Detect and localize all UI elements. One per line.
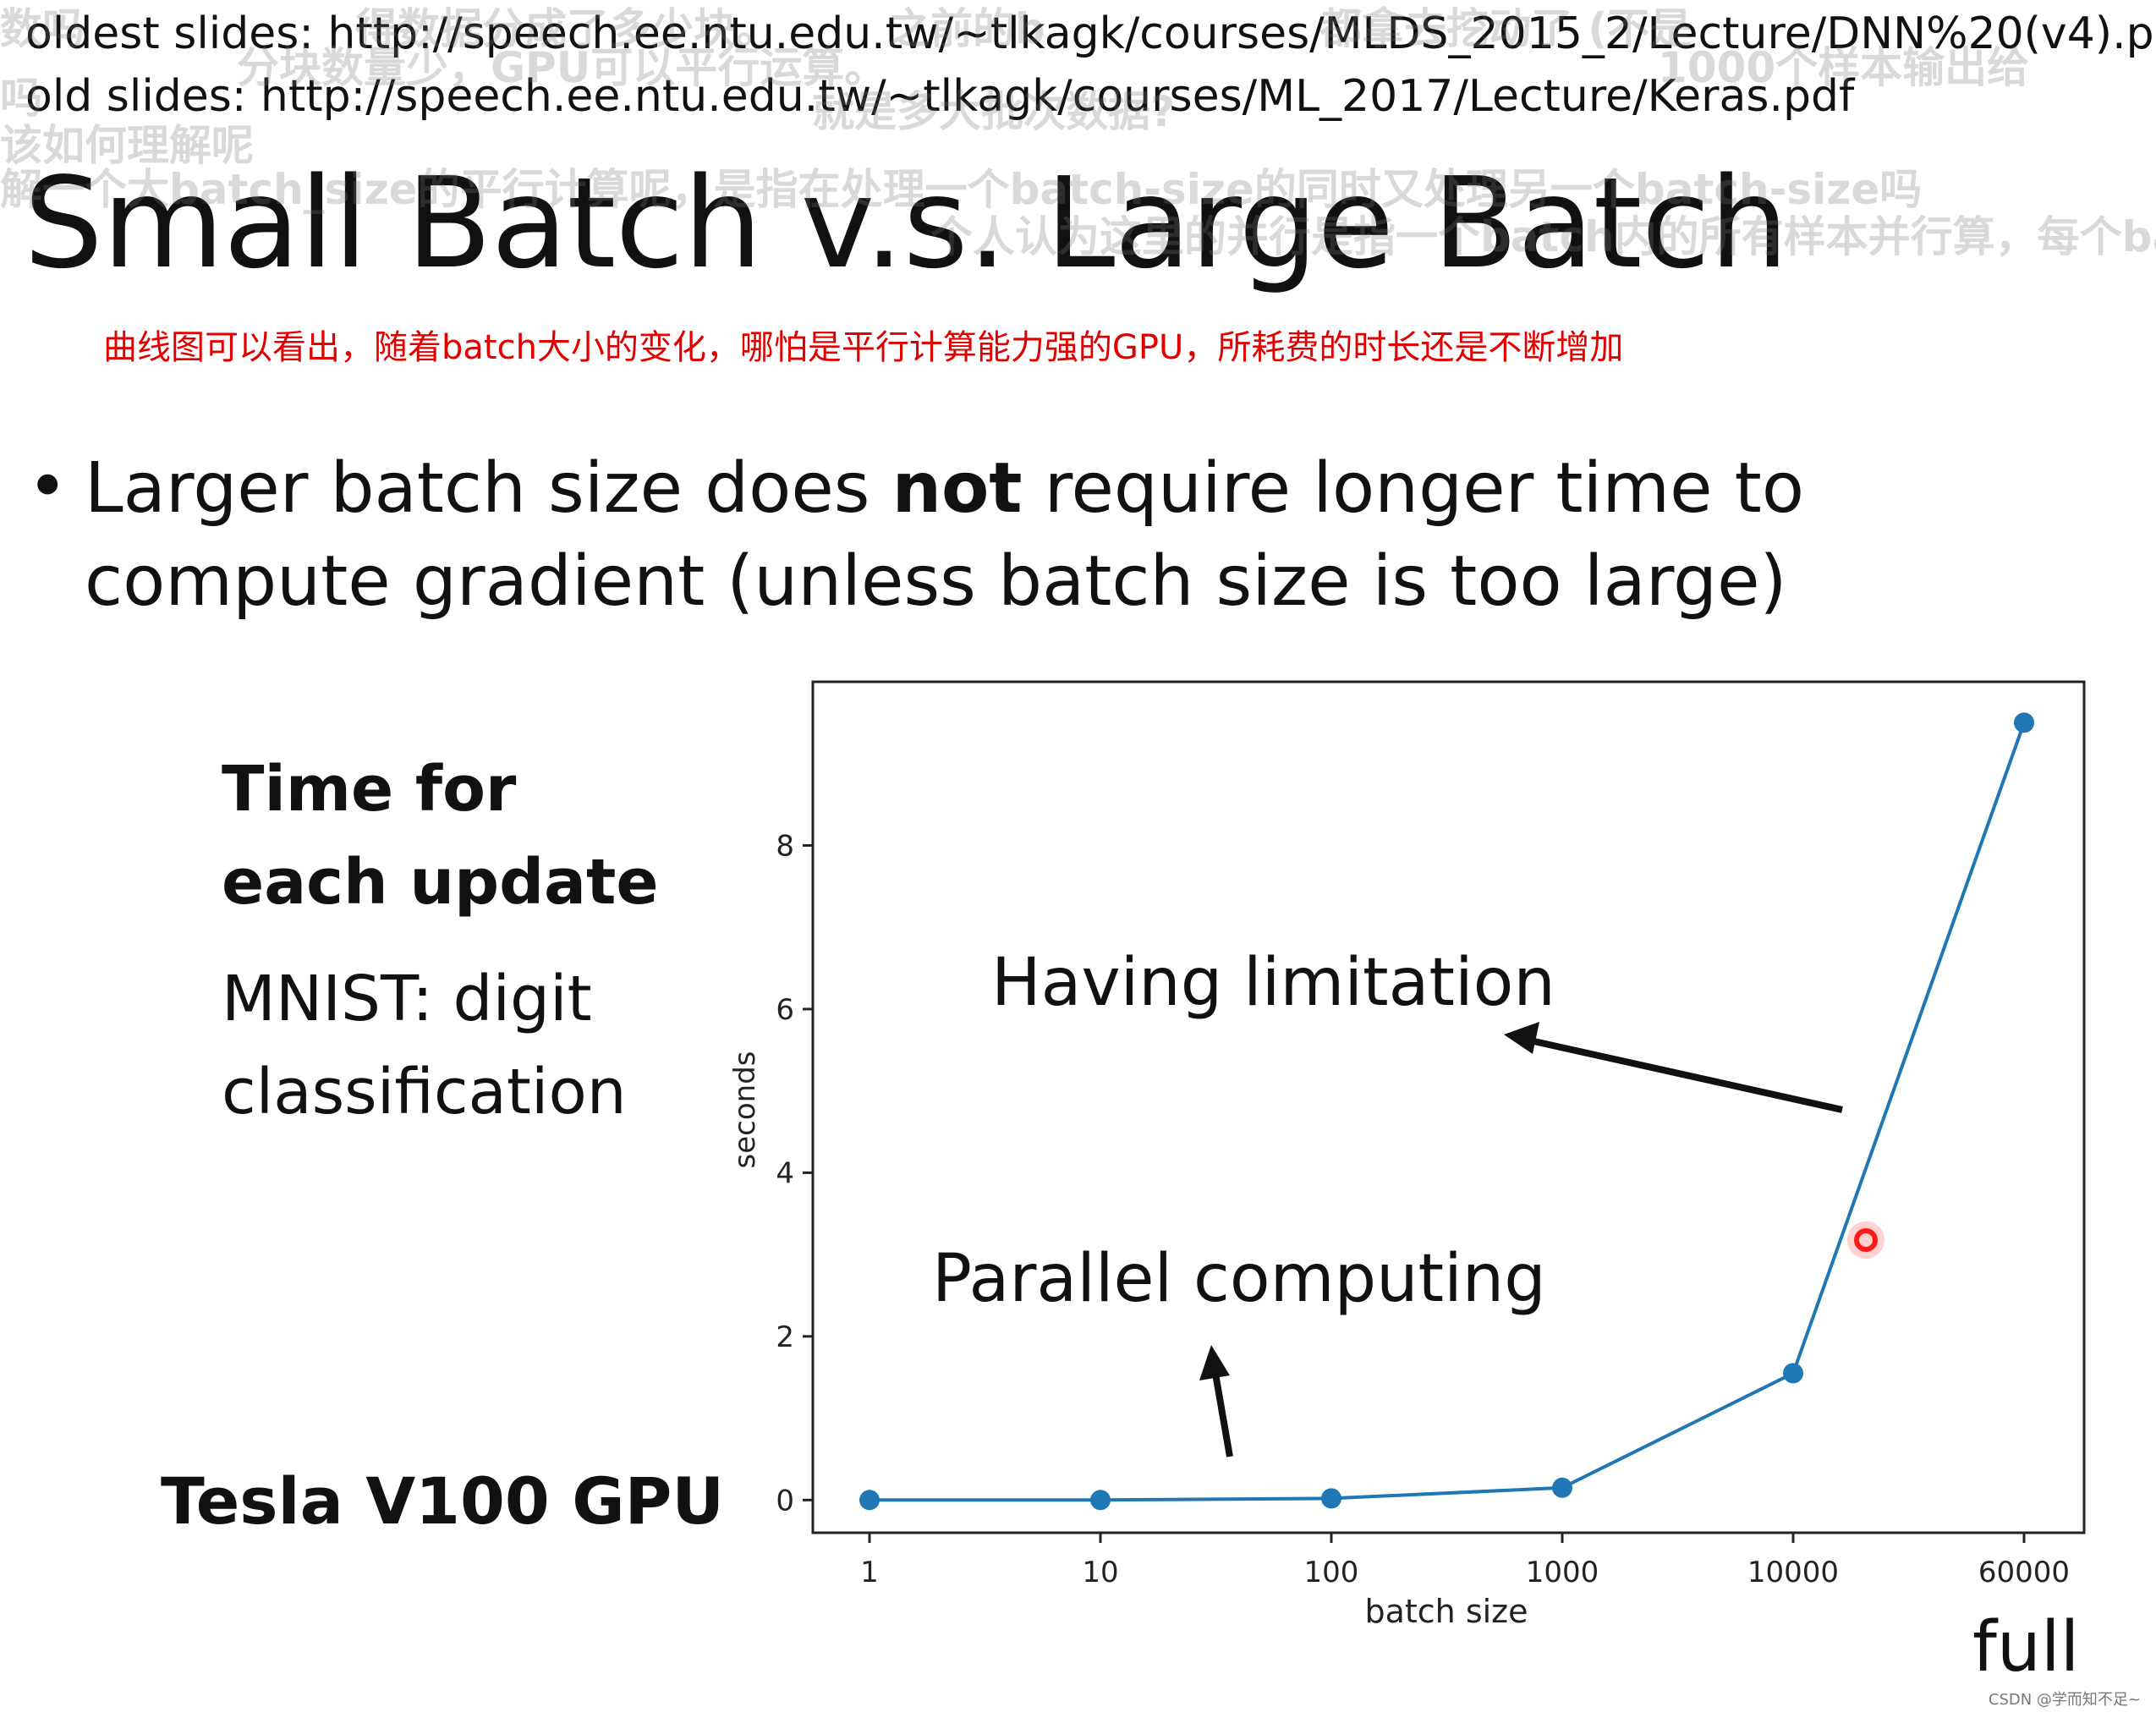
side-label-classification: classification bbox=[222, 1056, 627, 1128]
bullet-post: require longer time to bbox=[1022, 448, 1805, 529]
series-points bbox=[859, 712, 2034, 1511]
csdn-watermark: CSDN @学而知不足~ bbox=[1988, 1691, 2141, 1709]
annotation-parallel-computing: Parallel computing bbox=[932, 1241, 1546, 1317]
data-point bbox=[1552, 1477, 1572, 1498]
bullet-line-1: Larger batch size does not require longe… bbox=[85, 448, 1804, 529]
old-slides-link[interactable]: old slides: http://speech.ee.ntu.edu.tw/… bbox=[25, 71, 1855, 122]
y-tick-label: 0 bbox=[776, 1484, 794, 1518]
cursor-marker bbox=[1854, 1228, 1878, 1252]
parallel-arrow-head bbox=[1199, 1345, 1230, 1380]
y-axis-ticks: 0 2 4 6 8 bbox=[776, 829, 813, 1518]
y-axis-label: seconds bbox=[728, 1051, 762, 1169]
annotation-having-limitation: Having limitation bbox=[991, 945, 1555, 1021]
x-tick-label: 10000 bbox=[1747, 1556, 1839, 1589]
x-axis-ticks: 1 10 100 1000 10000 60000 bbox=[860, 1533, 2070, 1589]
data-point bbox=[1321, 1488, 1341, 1509]
parallel-arrow-shaft bbox=[1211, 1368, 1233, 1457]
gpu-label: Tesla V100 GPU bbox=[161, 1463, 725, 1539]
slide-title: Small Batch v.s. Large Batch bbox=[24, 151, 1789, 296]
data-point bbox=[2014, 712, 2034, 733]
y-tick-label: 6 bbox=[776, 993, 794, 1027]
x-tick-label: 1000 bbox=[1526, 1556, 1599, 1589]
y-tick-label: 4 bbox=[776, 1156, 794, 1190]
data-point bbox=[1090, 1490, 1111, 1511]
x-tick-label: 60000 bbox=[1978, 1556, 2070, 1589]
annotation-note: 曲线图可以看出，随着batch大小的变化，哪怕是平行计算能力强的GPU，所耗费的… bbox=[103, 328, 1624, 367]
bullet-line-2: compute gradient (unless batch size is t… bbox=[85, 541, 1787, 622]
bullet-bold: not bbox=[891, 448, 1023, 529]
data-point bbox=[859, 1490, 880, 1511]
x-tick-label: 1 bbox=[860, 1556, 879, 1589]
oldest-slides-link[interactable]: oldest slides: http://speech.ee.ntu.edu.… bbox=[25, 8, 2156, 59]
bullet-dot: • bbox=[27, 447, 69, 527]
x-tick-label: 10 bbox=[1082, 1556, 1118, 1589]
side-label-mnist: MNIST: digit bbox=[222, 963, 592, 1035]
plot-frame bbox=[811, 680, 2086, 1534]
limitation-arrow-head bbox=[1504, 1022, 1539, 1054]
y-tick-label: 8 bbox=[776, 829, 794, 863]
cursor-glow bbox=[1847, 1221, 1884, 1259]
data-point bbox=[1783, 1363, 1803, 1384]
bullet-pre: Larger batch size does bbox=[85, 448, 892, 529]
x-axis-label: batch size bbox=[1364, 1593, 1528, 1630]
limitation-arrow-shaft bbox=[1522, 1035, 1843, 1113]
x-tick-label: 100 bbox=[1304, 1556, 1359, 1589]
side-label-update: each update bbox=[222, 846, 659, 919]
y-tick-label: 2 bbox=[776, 1320, 794, 1354]
side-label-time: Time for bbox=[222, 753, 517, 826]
series-line bbox=[870, 722, 2026, 1502]
full-label: full bbox=[1972, 1607, 2080, 1688]
